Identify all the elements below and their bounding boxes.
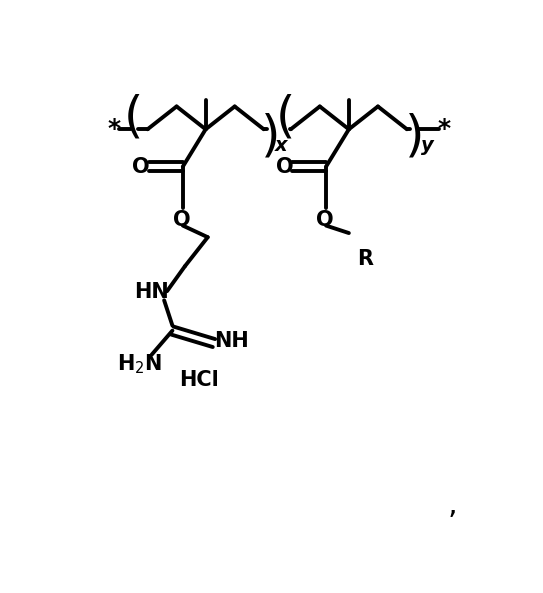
Text: O: O — [276, 157, 293, 177]
Text: O: O — [132, 157, 150, 177]
Text: NH: NH — [214, 331, 249, 351]
Text: O: O — [173, 210, 191, 229]
Text: y: y — [420, 136, 433, 155]
Text: *: * — [438, 117, 451, 141]
Text: ,: , — [448, 490, 458, 519]
Text: ): ) — [405, 113, 424, 161]
Text: O: O — [317, 210, 334, 229]
Text: H$_2$N: H$_2$N — [117, 352, 162, 375]
Text: *: * — [108, 117, 121, 141]
Text: ): ) — [261, 113, 281, 161]
Text: R: R — [357, 249, 372, 269]
Text: HN: HN — [134, 282, 169, 302]
Text: (: ( — [276, 94, 295, 142]
Text: x: x — [275, 136, 288, 155]
Text: (: ( — [124, 94, 143, 142]
Text: HCl: HCl — [180, 371, 219, 390]
